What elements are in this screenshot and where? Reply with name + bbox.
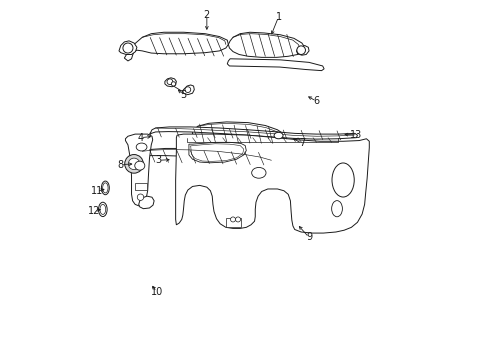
Polygon shape: [139, 148, 276, 165]
Polygon shape: [164, 78, 176, 87]
Polygon shape: [192, 122, 284, 140]
Text: 12: 12: [88, 206, 101, 216]
Circle shape: [184, 87, 190, 93]
Text: 1: 1: [275, 12, 281, 22]
Ellipse shape: [101, 181, 109, 195]
Circle shape: [128, 158, 140, 170]
Text: 9: 9: [305, 232, 311, 242]
Ellipse shape: [251, 167, 265, 178]
Text: 4: 4: [137, 133, 143, 143]
Ellipse shape: [102, 183, 108, 193]
Circle shape: [296, 46, 305, 54]
Text: 5: 5: [180, 90, 186, 100]
Ellipse shape: [135, 161, 144, 170]
Polygon shape: [119, 41, 137, 54]
Polygon shape: [188, 142, 246, 163]
Text: 6: 6: [312, 96, 319, 106]
Polygon shape: [149, 127, 357, 139]
Polygon shape: [227, 59, 324, 71]
Polygon shape: [139, 196, 154, 209]
Circle shape: [122, 43, 133, 53]
Circle shape: [230, 217, 235, 222]
Polygon shape: [228, 32, 304, 57]
Bar: [135, 183, 146, 190]
Ellipse shape: [331, 201, 342, 217]
Polygon shape: [184, 143, 259, 149]
Polygon shape: [175, 134, 368, 233]
Text: 11: 11: [90, 186, 102, 197]
Ellipse shape: [274, 132, 283, 139]
Text: 3: 3: [155, 155, 161, 165]
Ellipse shape: [136, 143, 147, 151]
Text: 7: 7: [298, 139, 305, 148]
Bar: [225, 218, 241, 226]
Polygon shape: [296, 45, 308, 55]
Ellipse shape: [100, 204, 105, 215]
Polygon shape: [124, 32, 228, 61]
Text: 13: 13: [349, 130, 361, 140]
Circle shape: [124, 154, 143, 173]
Polygon shape: [183, 85, 194, 95]
Circle shape: [171, 82, 175, 86]
Text: 2: 2: [203, 10, 209, 20]
Circle shape: [137, 194, 143, 201]
Text: 10: 10: [150, 287, 163, 297]
Ellipse shape: [99, 202, 107, 217]
Circle shape: [167, 79, 172, 85]
Text: 8: 8: [118, 159, 123, 170]
Polygon shape: [125, 134, 152, 206]
Circle shape: [235, 217, 240, 222]
Ellipse shape: [331, 163, 353, 197]
